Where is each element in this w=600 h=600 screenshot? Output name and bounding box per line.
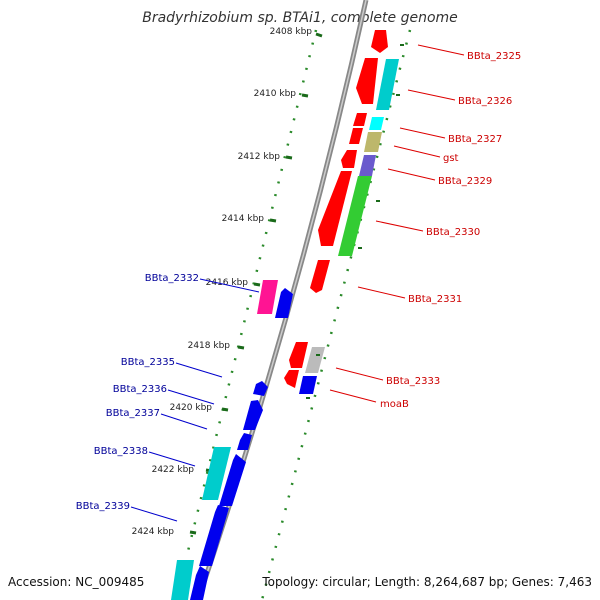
tick-label: 2412 kbp: [238, 152, 281, 162]
tick-label: 2420 kbp: [170, 403, 213, 413]
gene-BBta_2338-cyan[interactable]: [202, 447, 231, 500]
gene-BBta_2327[interactable]: [369, 117, 384, 130]
gene-red-moab[interactable]: [284, 370, 299, 388]
gene-BBta_2333[interactable]: [305, 347, 325, 373]
gene-bottom-cyan[interactable]: [171, 560, 194, 600]
gene-small-red[interactable]: [353, 113, 367, 126]
gene-red-2333a[interactable]: [289, 342, 308, 368]
label-gst[interactable]: gst: [443, 153, 459, 164]
gene-moaB[interactable]: [299, 376, 317, 394]
tick-label: 2416 kbp: [206, 278, 249, 288]
genome-title: Bradyrhizobium sp. BTAi1, complete genom…: [142, 10, 458, 26]
label-moaB[interactable]: moaB: [380, 399, 409, 410]
label-BBta_2337[interactable]: BBta_2337: [106, 408, 160, 419]
reverse-genes: [171, 280, 293, 600]
gene-BBta_2335[interactable]: [253, 381, 268, 396]
right-labels: BBta_2325 BBta_2326 BBta_2327 gst BBta_2…: [329, 44, 521, 410]
gene-BBta_2337[interactable]: [237, 433, 252, 450]
left-labels: BBta_2332 BBta_2335 BBta_2336 BBta_2337 …: [76, 273, 260, 522]
label-BBta_2331[interactable]: BBta_2331: [408, 294, 462, 305]
tick-label: 2414 kbp: [222, 214, 265, 224]
outer-ruler-dots: [174, 29, 318, 600]
gene-BBta_2332-magenta[interactable]: [257, 280, 278, 314]
gene-BBta_2329[interactable]: [359, 155, 376, 176]
tick-label: 2422 kbp: [152, 465, 195, 475]
label-BBta_2332[interactable]: BBta_2332: [145, 273, 199, 284]
label-BBta_2325[interactable]: BBta_2325: [467, 51, 521, 62]
track-dashes: [306, 44, 404, 399]
gene-red-2330b[interactable]: [318, 171, 352, 246]
label-BBta_2330[interactable]: BBta_2330: [426, 227, 480, 238]
label-BBta_2327[interactable]: BBta_2327: [448, 134, 502, 145]
gene-BBta_2326[interactable]: [376, 59, 399, 110]
label-BBta_2329[interactable]: BBta_2329: [438, 176, 492, 187]
gene-bottom-blue[interactable]: [190, 566, 209, 600]
accession-text: Accession: NC_009485: [8, 575, 144, 589]
label-BBta_2333[interactable]: BBta_2333: [386, 376, 440, 387]
label-BBta_2336[interactable]: BBta_2336: [113, 384, 167, 395]
label-BBta_2326[interactable]: BBta_2326: [458, 96, 512, 107]
tick-label: 2408 kbp: [270, 27, 313, 37]
forward-genes: [284, 30, 399, 394]
topology-text: Topology: circular; Length: 8,264,687 bp…: [261, 575, 592, 589]
gene-BBta_2339[interactable]: [199, 505, 229, 566]
gene-red-2329b[interactable]: [341, 150, 357, 168]
label-BBta_2338[interactable]: BBta_2338: [94, 446, 148, 457]
gene-red-2327b[interactable]: [349, 128, 363, 144]
tick-label: 2410 kbp: [254, 89, 297, 99]
label-BBta_2335[interactable]: BBta_2335: [121, 357, 175, 368]
gene-BBta_2336[interactable]: [243, 400, 263, 430]
gene-BBta_2326-red[interactable]: [356, 58, 378, 104]
gene-gst[interactable]: [364, 132, 382, 152]
gene-BBta_2330[interactable]: [338, 176, 372, 256]
gene-BBta_2338[interactable]: [219, 454, 246, 506]
label-BBta_2339[interactable]: BBta_2339: [76, 501, 130, 512]
tick-label: 2424 kbp: [132, 527, 175, 537]
gene-BBta_2332[interactable]: [275, 288, 293, 318]
tick-label: 2418 kbp: [188, 341, 231, 351]
gene-BBta_2331[interactable]: [310, 260, 330, 293]
gene-BBta_2325[interactable]: [371, 30, 388, 53]
